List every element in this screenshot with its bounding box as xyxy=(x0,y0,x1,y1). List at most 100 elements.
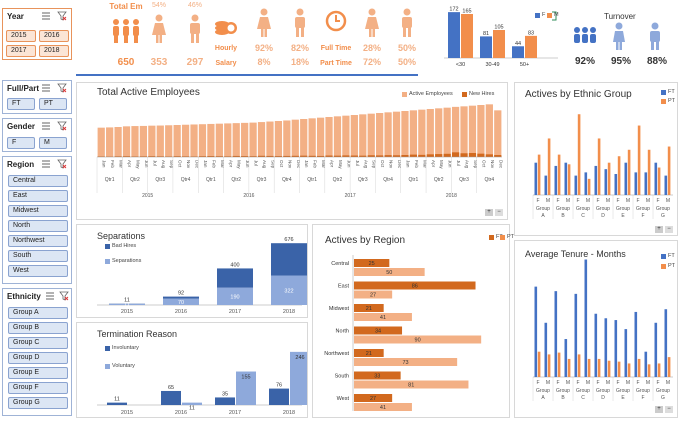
clear-filter-icon[interactable] xyxy=(59,291,69,301)
female-button[interactable]: F xyxy=(7,137,35,149)
ft-button[interactable]: FT xyxy=(7,98,35,110)
new-hires-bar xyxy=(384,155,392,157)
month-label: Sep xyxy=(372,160,377,169)
tenure-legend-pt: PT xyxy=(661,263,676,269)
salary-label: Salary xyxy=(215,60,237,67)
new-hires-bar xyxy=(215,156,223,157)
turnover-male: 88% xyxy=(646,56,667,67)
region-pt-label: 27 xyxy=(370,293,376,299)
clear-filter-icon[interactable] xyxy=(57,11,67,21)
multi-select-icon[interactable] xyxy=(41,121,51,131)
age-label-f: 172 xyxy=(449,7,458,13)
new-hires-bar xyxy=(232,155,240,157)
region-south-button[interactable]: South xyxy=(8,250,68,262)
sep-year-label: 2017 xyxy=(229,309,241,315)
ethnic-gender-label: M xyxy=(646,198,650,204)
group-f-button[interactable]: Group F xyxy=(8,382,68,394)
region-east-button[interactable]: East xyxy=(8,190,68,202)
group-g-button[interactable]: Group G xyxy=(8,397,68,409)
month-label: Dec xyxy=(195,160,200,169)
male-button[interactable]: M xyxy=(39,137,67,149)
group-e-button[interactable]: Group E xyxy=(8,367,68,379)
region-ft-bar xyxy=(354,394,393,402)
active-bar xyxy=(173,125,181,157)
clear-filter-icon[interactable] xyxy=(57,83,67,93)
group-d-button[interactable]: Group D xyxy=(8,352,68,364)
clear-filter-icon[interactable] xyxy=(57,121,67,131)
region-legend-pt: PT xyxy=(500,234,515,240)
quarter-label: Qtr1 xyxy=(409,177,419,183)
expand-button[interactable]: + xyxy=(655,226,663,233)
expand-button[interactable]: + xyxy=(655,406,663,413)
multi-select-icon[interactable] xyxy=(41,11,51,21)
active-bar xyxy=(494,110,502,157)
quarter-label: Qtr2 xyxy=(231,177,241,183)
ethnic-ft-bar xyxy=(664,175,668,195)
year-2017-button[interactable]: 2017 xyxy=(6,45,36,57)
expand-button[interactable]: + xyxy=(485,209,493,216)
month-label: Feb xyxy=(414,160,419,168)
tenure-ft-bar xyxy=(574,293,578,377)
sep-year-label: 2015 xyxy=(121,309,133,315)
tenure-pt-bar xyxy=(567,358,571,377)
year-2018-button[interactable]: 2018 xyxy=(39,45,69,57)
quarter-label: Qtr2 xyxy=(333,177,343,183)
year-2016-button[interactable]: 2016 xyxy=(39,30,69,42)
month-label: Jun xyxy=(448,160,453,168)
tenure-group-label: Group xyxy=(656,388,670,394)
sep-bar-separations xyxy=(217,287,253,305)
pt-button[interactable]: PT xyxy=(39,98,67,110)
active-bar xyxy=(207,123,215,157)
active-bar xyxy=(477,105,485,157)
new-hires-bar xyxy=(367,155,375,157)
clear-filter-icon[interactable] xyxy=(57,159,67,169)
collapse-button[interactable]: − xyxy=(495,209,503,216)
female-icon xyxy=(257,8,271,37)
ethnic-gender-label: F xyxy=(656,198,659,204)
tenure-group-letter: B xyxy=(561,395,565,401)
age-label-m: 105 xyxy=(494,25,503,31)
active-bar xyxy=(342,115,350,157)
month-label: Oct xyxy=(178,160,183,168)
tenure-pt-bar xyxy=(577,354,581,377)
ethnic-group-label: Group xyxy=(536,206,550,212)
tenure-group-label: Group xyxy=(576,388,590,394)
collapse-button[interactable]: − xyxy=(665,226,673,233)
ethnic-gender-label: F xyxy=(536,198,539,204)
active-bar xyxy=(300,119,308,157)
ethnic-legend-ft: FT xyxy=(661,89,675,95)
region-west-button[interactable]: West xyxy=(8,265,68,277)
age-label-m: 83 xyxy=(528,30,534,36)
region-northwest-button[interactable]: Northwest xyxy=(8,235,68,247)
age-bar-m xyxy=(525,35,537,58)
region-north-button[interactable]: North xyxy=(8,220,68,232)
multi-select-icon[interactable] xyxy=(41,159,51,169)
ethnic-group-label: Group xyxy=(556,206,570,212)
collapse-button[interactable]: − xyxy=(665,406,673,413)
term-inv-label: 65 xyxy=(168,385,174,391)
tenure-group-label: Group xyxy=(596,388,610,394)
new-hires-bar xyxy=(359,155,367,157)
group-c-button[interactable]: Group C xyxy=(8,337,68,349)
month-label: Mar xyxy=(119,160,124,168)
term-year-label: 2015 xyxy=(121,410,133,416)
active-bar xyxy=(376,113,384,157)
region-central-button[interactable]: Central xyxy=(8,175,68,187)
group-a-button[interactable]: Group A xyxy=(8,307,68,319)
multi-select-icon[interactable] xyxy=(45,291,55,301)
termination-title: Termination Reason xyxy=(97,329,178,339)
year-label: 2017 xyxy=(345,193,356,199)
female-ft-pct: 28% xyxy=(362,43,381,53)
ethnic-ft-bar xyxy=(624,162,628,195)
region-midwest-button[interactable]: Midwest xyxy=(8,205,68,217)
multi-select-icon[interactable] xyxy=(41,83,51,93)
new-hires-bar xyxy=(333,155,342,157)
new-hires-bar xyxy=(131,156,139,157)
ethnic-group-title: Actives by Ethnic Group xyxy=(525,89,632,100)
group-b-button[interactable]: Group B xyxy=(8,322,68,334)
male-salary-pct: 18% xyxy=(290,57,309,67)
tenure-group-letter: F xyxy=(641,395,644,401)
month-label: Feb xyxy=(313,160,318,168)
month-label: Dec xyxy=(397,160,402,169)
year-2015-button[interactable]: 2015 xyxy=(6,30,36,42)
